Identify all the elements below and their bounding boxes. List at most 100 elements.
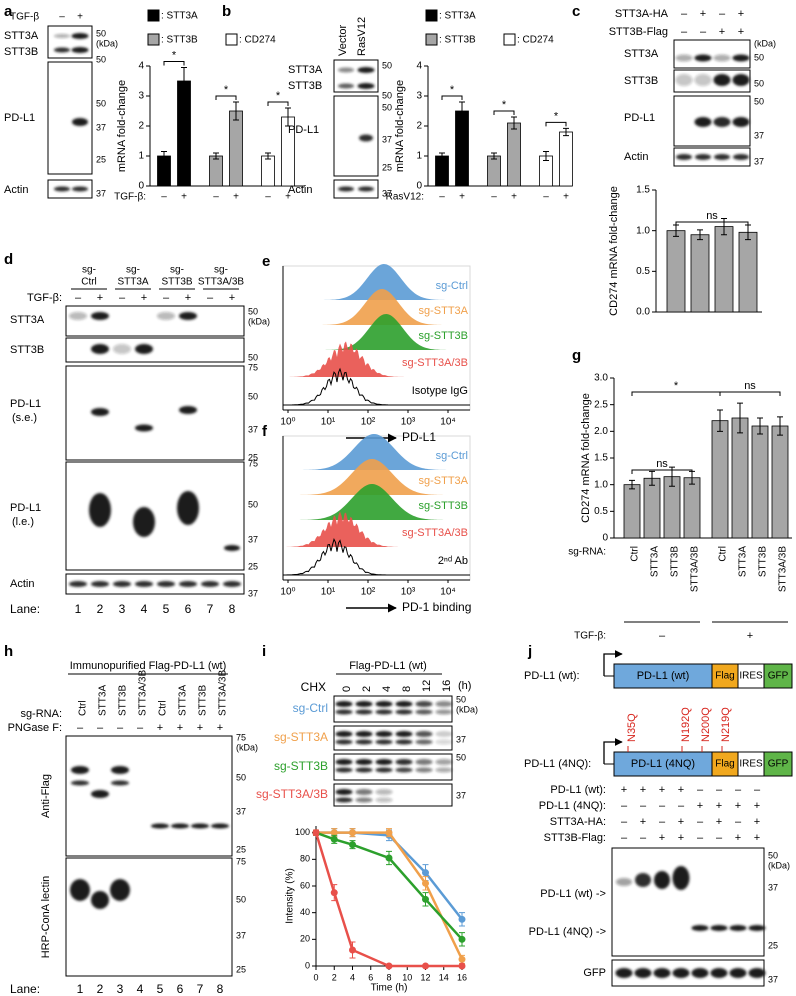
y-tick-label: 3.0 [594, 373, 608, 384]
blot-band [375, 739, 393, 745]
sign: – [700, 26, 707, 38]
lane-number: 6 [177, 982, 184, 996]
promoter-arrow [603, 650, 623, 676]
y-tick-label: 0.0 [636, 307, 650, 318]
significance-label: ns [706, 210, 718, 222]
blot-band [71, 780, 89, 786]
x-tick-label: – [161, 192, 167, 203]
lane-label: RasV12 [356, 17, 368, 56]
sign: – [117, 722, 124, 734]
label: TGF-β: [27, 292, 62, 304]
significance-label: * [502, 99, 507, 111]
flow-histogram [283, 434, 470, 470]
time-label: 0 [341, 686, 353, 692]
blot-band [672, 968, 690, 978]
sign: – [97, 722, 104, 734]
construct-label: PD-L1 (4NQ): [524, 758, 591, 770]
size-marker: 50 [248, 306, 258, 316]
size-marker: 37 [456, 790, 466, 800]
sample-label: sg-STT3A/3B [402, 357, 468, 369]
blot-band [375, 789, 393, 795]
y-tick-label: 0 [416, 181, 422, 192]
blot-band [729, 968, 747, 978]
y-tick-label: 0 [305, 960, 310, 970]
data-point [330, 889, 338, 897]
label: STT3B-Flag [609, 26, 668, 38]
y-tick-label: 1 [138, 151, 144, 162]
x-tick-label: – [491, 192, 497, 203]
blot-band [71, 33, 89, 39]
x-tick-label: Ctrl [718, 546, 729, 562]
blot-frame [333, 725, 453, 751]
sign: + [716, 800, 722, 812]
time-label: 16 [441, 680, 453, 692]
blot-band [71, 766, 89, 774]
size-marker: 25 [248, 561, 258, 571]
blot-band [69, 581, 87, 587]
blot-frame [47, 25, 93, 59]
blot-band [654, 871, 670, 889]
bar [435, 155, 449, 187]
blot-band [72, 186, 88, 192]
significance-label: * [172, 49, 177, 61]
label: Lane: [10, 602, 40, 616]
sign: + [217, 722, 223, 734]
panel-letter: i [262, 643, 266, 660]
sign: – [716, 784, 723, 796]
x-tick-label: 10⁴ [440, 417, 455, 428]
lane-number: 1 [75, 602, 82, 616]
sign: – [75, 292, 82, 304]
blot-frame [673, 69, 751, 93]
sample-label: sg-STT3A [418, 475, 468, 487]
blot-band [676, 154, 692, 160]
blot-band [335, 759, 353, 765]
blot-band [91, 312, 109, 320]
row-label: sg-STT3A [274, 730, 328, 744]
size-marker: 37 [768, 882, 778, 892]
bar [487, 155, 501, 187]
blot-band [395, 731, 413, 737]
construct-part [711, 751, 739, 777]
sign: + [185, 292, 191, 304]
blot-band [151, 823, 169, 829]
panel-letter: f [262, 423, 268, 440]
blot-band [211, 823, 229, 829]
blot-band [635, 873, 651, 887]
blot-band [355, 797, 373, 803]
lane-number: 4 [137, 982, 144, 996]
lane-label: Vector [337, 24, 349, 56]
blot-band [54, 34, 70, 38]
lane-number: 8 [229, 602, 236, 616]
row-label: PD-L1 [10, 398, 41, 410]
part-label: Flag [715, 759, 734, 770]
row-label: Anti-Flag [40, 774, 52, 818]
lane-number: 1 [77, 982, 84, 996]
x-tick-label: 10¹ [321, 417, 336, 428]
blot-band [732, 74, 750, 86]
lane-number: 7 [197, 982, 204, 996]
sign: – [659, 816, 666, 828]
sign: + [229, 292, 235, 304]
blot-band [179, 581, 197, 587]
x-tick-label: – [213, 192, 219, 203]
blot-band [171, 823, 189, 829]
data-point [385, 829, 393, 837]
significance-label: * [276, 90, 281, 102]
part-label: PD-L1 (wt) [637, 670, 690, 682]
x-axis-label: PD-L1 [402, 430, 436, 444]
x-tick-label: 0 [313, 972, 318, 982]
flow-histogram [283, 511, 470, 547]
blot-band [653, 968, 671, 978]
blot-band [733, 154, 749, 160]
sign: – [697, 784, 704, 796]
lane-number: 2 [97, 982, 104, 996]
size-marker: 37 [754, 156, 764, 166]
label: Lane: [10, 982, 40, 996]
blot-band [91, 891, 109, 909]
lane-label: STT3A [98, 685, 109, 716]
legend-swatch [425, 9, 438, 22]
blot-band [357, 83, 375, 89]
panel-letter: b [222, 3, 231, 20]
row-label: Actin [288, 184, 312, 196]
legend-label: : STT3A [161, 11, 198, 22]
